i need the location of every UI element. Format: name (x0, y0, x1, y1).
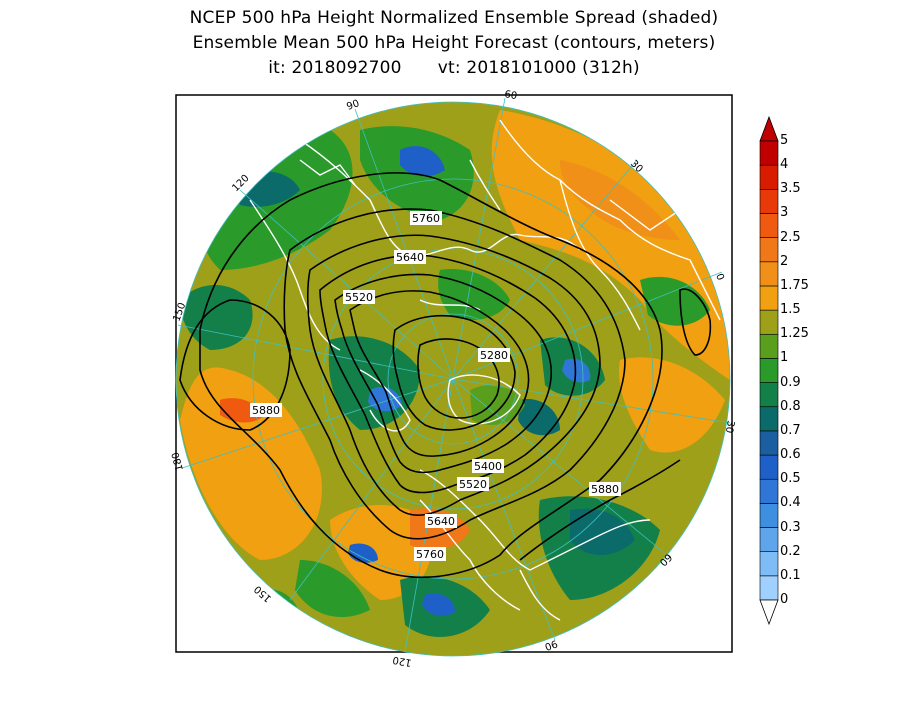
colorbar-level-label: 0.6 (780, 447, 801, 463)
title-line-1: NCEP 500 hPa Height Normalized Ensemble … (189, 8, 719, 28)
colorbar-swatch (759, 261, 779, 287)
colorbar-swatch (759, 237, 779, 263)
height-contours (179, 172, 712, 579)
colorbar-top-arrow (759, 115, 779, 142)
contour-label: 5760 (416, 548, 444, 561)
colorbar-swatch (759, 213, 779, 238)
colorbar-level-label: 0.4 (780, 495, 801, 511)
colorbar-level-label: 3 (780, 205, 789, 221)
colorbar-level-label: 1 (780, 350, 789, 366)
colorbar-swatch (759, 406, 779, 432)
contour-label: 5400 (474, 460, 502, 473)
colorbar-swatch (759, 454, 779, 480)
longitude-label: 30 (723, 419, 736, 433)
contour-label-group: 5760 5640 5520 5280 5880 5400 5520 5640 … (250, 211, 621, 561)
contour-label: 5520 (345, 291, 373, 304)
contour-label: 5640 (427, 515, 455, 528)
colorbar-level-label: 0 (780, 592, 789, 607)
colorbar-swatch (759, 164, 779, 190)
colorbar-swatch (759, 285, 779, 311)
colorbar-swatch (759, 503, 779, 528)
colorbar-swatch (759, 333, 779, 359)
colorbar-level-label: 0.5 (780, 471, 801, 487)
longitude-label: 90 (345, 98, 361, 113)
colorbar-swatch (759, 309, 779, 335)
colorbar-level-label: 0.7 (780, 422, 801, 438)
longitude-label: 0 (713, 272, 726, 282)
colorbar-bottom-arrow (759, 599, 779, 626)
colorbar-swatch (759, 358, 779, 383)
valid-time-label: vt: 2018101000 (312h) (437, 58, 640, 78)
colorbar-level-label: 0.3 (780, 519, 801, 535)
colorbar-level-label: 5 (780, 133, 789, 148)
colorbar-swatch (759, 430, 779, 456)
title-line-2: Ensemble Mean 500 hPa Height Forecast (c… (192, 33, 716, 53)
contour-label: 5760 (412, 212, 440, 225)
title-line-3: it: 2018092700 vt: 2018101000 (312h) (0, 58, 908, 78)
colorbar-swatch (759, 382, 779, 408)
contour-label: 5880 (591, 483, 619, 496)
colorbar-swatch (759, 551, 779, 577)
contour-label: 5520 (459, 478, 487, 491)
colorbar-swatch (759, 478, 779, 504)
colorbar-level-label: 0.2 (780, 543, 801, 559)
colorbar-level-label: 1.5 (780, 302, 801, 318)
spread-shading (176, 102, 730, 656)
contour-label: 5280 (480, 349, 508, 362)
colorbar-swatch (759, 575, 779, 601)
longitude-label: 120 (392, 654, 413, 668)
colorbar-level-label: 2 (780, 253, 789, 269)
colorbar-swatch (759, 527, 779, 552)
colorbar-level-label: 0.1 (780, 567, 801, 583)
colorbar-level-label: 1.75 (780, 277, 809, 293)
longitude-label: 90 (543, 637, 559, 652)
colorbar-level-label: 0.9 (780, 374, 801, 390)
longitude-label: 180 (170, 451, 186, 472)
colorbar-level-label: 2.5 (780, 229, 801, 245)
colorbar-level-label: 3.5 (780, 181, 801, 197)
init-time-label: it: 2018092700 (268, 58, 402, 78)
colorbar-swatch (759, 140, 779, 166)
colorbar-level-label: 1.25 (780, 326, 809, 342)
colorbar-swatch (759, 189, 779, 214)
longitude-label: 60 (503, 89, 517, 102)
contour-label: 5880 (252, 404, 280, 417)
contour-label: 5640 (396, 251, 424, 264)
colorbar-level-label: 0.8 (780, 398, 801, 414)
colorbar-level-label: 4 (780, 157, 789, 173)
